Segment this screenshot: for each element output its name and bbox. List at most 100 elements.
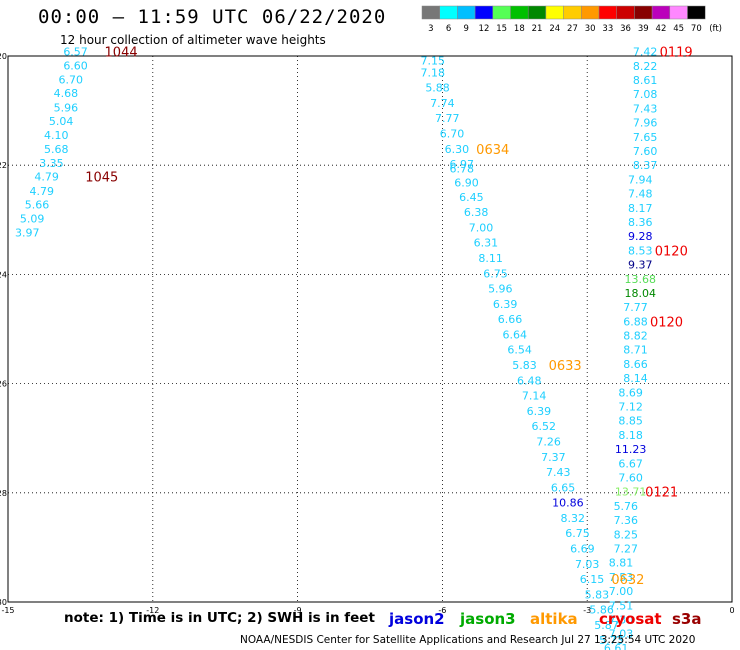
- y-tick-label: -22: [0, 161, 7, 170]
- legend-swatch: [474, 5, 494, 20]
- wave-height-values: 6.576.606.704.685.965.044.105.683.354.79…: [15, 46, 657, 650]
- legend-tick-label: 15: [496, 24, 507, 34]
- wave-height-value: 7.74: [430, 97, 455, 110]
- legend-swatch: [545, 5, 564, 20]
- legend-tick-label: 27: [567, 24, 578, 34]
- pass-time-label: 1044: [105, 46, 138, 61]
- legend-tick-label: 9: [464, 24, 469, 34]
- x-tick-label: -12: [146, 606, 159, 615]
- page-title: 00:00 – 11:59 UTC 06/22/2020: [38, 6, 387, 28]
- page-subtitle: 12 hour collection of altimeter wave hei…: [60, 33, 326, 47]
- wave-height-value: 6.70: [58, 73, 83, 86]
- legend-swatch: [457, 5, 476, 20]
- wave-height-value: 7.26: [536, 435, 561, 448]
- legend-swatch: [616, 5, 635, 20]
- wave-height-value: 7.08: [633, 88, 658, 101]
- wave-height-value: 7.14: [522, 390, 547, 403]
- wave-height-value: 7.36: [614, 514, 639, 527]
- wave-height-value: 8.17: [628, 202, 653, 215]
- wave-height-value: 5.66: [25, 199, 50, 212]
- legend-tick-label: 6: [446, 24, 451, 34]
- x-tick-label: -6: [438, 606, 446, 615]
- wave-height-value: 8.22: [633, 60, 658, 73]
- wave-height-value: 7.60: [618, 472, 643, 485]
- wave-height-value: 6.30: [445, 143, 470, 156]
- legend-swatch: [421, 5, 440, 20]
- wave-height-value: 6.57: [63, 46, 88, 59]
- wave-height-value: 7.37: [541, 451, 566, 464]
- wave-height-value: 6.65: [551, 481, 576, 494]
- wave-height-value: 6.70: [440, 128, 465, 141]
- x-tick-label: -3: [583, 606, 591, 615]
- wave-height-value: 8.61: [633, 74, 658, 87]
- pass-time-label: 0120: [650, 315, 683, 330]
- wave-height-value: 6.31: [474, 237, 499, 250]
- wave-height-value: 5.83: [585, 588, 610, 601]
- legend-tick-label: 24: [549, 24, 560, 34]
- y-tick-label: -26: [0, 380, 7, 389]
- wave-height-value: 6.66: [498, 313, 523, 326]
- wave-height-value: 5.88: [425, 82, 450, 95]
- x-tick-label: -15: [1, 606, 14, 615]
- wave-height-value: 7.43: [633, 102, 658, 115]
- wave-height-value: 5.04: [49, 115, 74, 128]
- wave-height-value: 13.68: [625, 273, 657, 286]
- wave-height-value: 7.53: [609, 571, 634, 584]
- wave-height-value: 7.18: [420, 66, 445, 79]
- wave-height-value: 7.60: [633, 145, 658, 158]
- legend-tick-label: 70: [691, 24, 702, 34]
- wave-height-value: 7.77: [435, 112, 460, 125]
- legend-unit-label: (ft): [709, 24, 722, 34]
- wave-height-value: 7.65: [633, 131, 658, 144]
- legend-swatch: [634, 5, 653, 20]
- x-tick-label: 0: [729, 606, 734, 615]
- legend-tick-label: 3: [428, 24, 433, 34]
- wave-height-value: 6.69: [570, 542, 595, 555]
- x-tick-label: -9: [294, 606, 302, 615]
- legend-tick-label: 36: [620, 24, 631, 34]
- wave-height-value: 8.82: [623, 330, 648, 343]
- legend-swatch: [510, 5, 529, 20]
- wave-height-value: 6.67: [618, 457, 643, 470]
- wave-height-value: 8.71: [623, 344, 648, 357]
- wave-height-value: 6.15: [580, 573, 605, 586]
- legend-tick-label: 39: [638, 24, 649, 34]
- wave-height-value: 7.94: [628, 173, 653, 186]
- wave-height-value: 5.83: [512, 359, 537, 372]
- wave-height-value: 5.96: [488, 283, 513, 296]
- wave-height-value: 5.73: [599, 634, 624, 647]
- pass-time-label: 0634: [476, 143, 509, 158]
- wave-height-value: 3.97: [15, 226, 40, 239]
- color-scale-legend: 3 6 9 12 15 18 21 24 27 30 33 36 39 42 45 70 (ft): [421, 5, 722, 34]
- legend-tick-label: 30: [585, 24, 596, 34]
- wave-height-value: 8.69: [618, 386, 643, 399]
- legend-swatch: [687, 5, 706, 20]
- wave-height-value: 7.43: [546, 466, 571, 479]
- legend-swatch: [439, 5, 458, 20]
- wave-height-value: 6.61: [604, 642, 629, 650]
- wave-height-value: 6.60: [63, 59, 88, 72]
- pass-time-label: 0632: [611, 573, 644, 588]
- wave-height-value: 9.28: [628, 230, 653, 243]
- wave-height-value: 18.04: [625, 287, 657, 300]
- y-tick-label: -24: [0, 270, 7, 279]
- wave-height-value: 7.77: [623, 301, 648, 314]
- wave-height-value: 7.00: [609, 585, 634, 598]
- wave-height-value: 8.11: [478, 252, 503, 265]
- y-tick-label: -30: [0, 598, 7, 607]
- credit-line: NOAA/NESDIS Center for Satellite Applica…: [240, 634, 696, 646]
- wave-height-value: 3.35: [39, 157, 64, 170]
- pass-time-labels: 1044104506340633063206310119012001200121: [85, 46, 692, 650]
- wave-height-value: 6.78: [449, 162, 474, 175]
- wave-height-value: 9.37: [628, 259, 653, 272]
- wave-height-value: 8.32: [560, 512, 585, 525]
- pass-time-label: 0633: [549, 359, 582, 374]
- y-tick-label: -28: [0, 489, 7, 498]
- legend-swatch: [598, 5, 617, 20]
- legend-tick-label: 18: [514, 24, 525, 34]
- wave-height-value: 6.75: [565, 527, 590, 540]
- wave-height-value: 5.86: [589, 604, 614, 617]
- wave-height-value: 5.87: [594, 619, 619, 632]
- wave-height-value: 4.68: [54, 87, 79, 100]
